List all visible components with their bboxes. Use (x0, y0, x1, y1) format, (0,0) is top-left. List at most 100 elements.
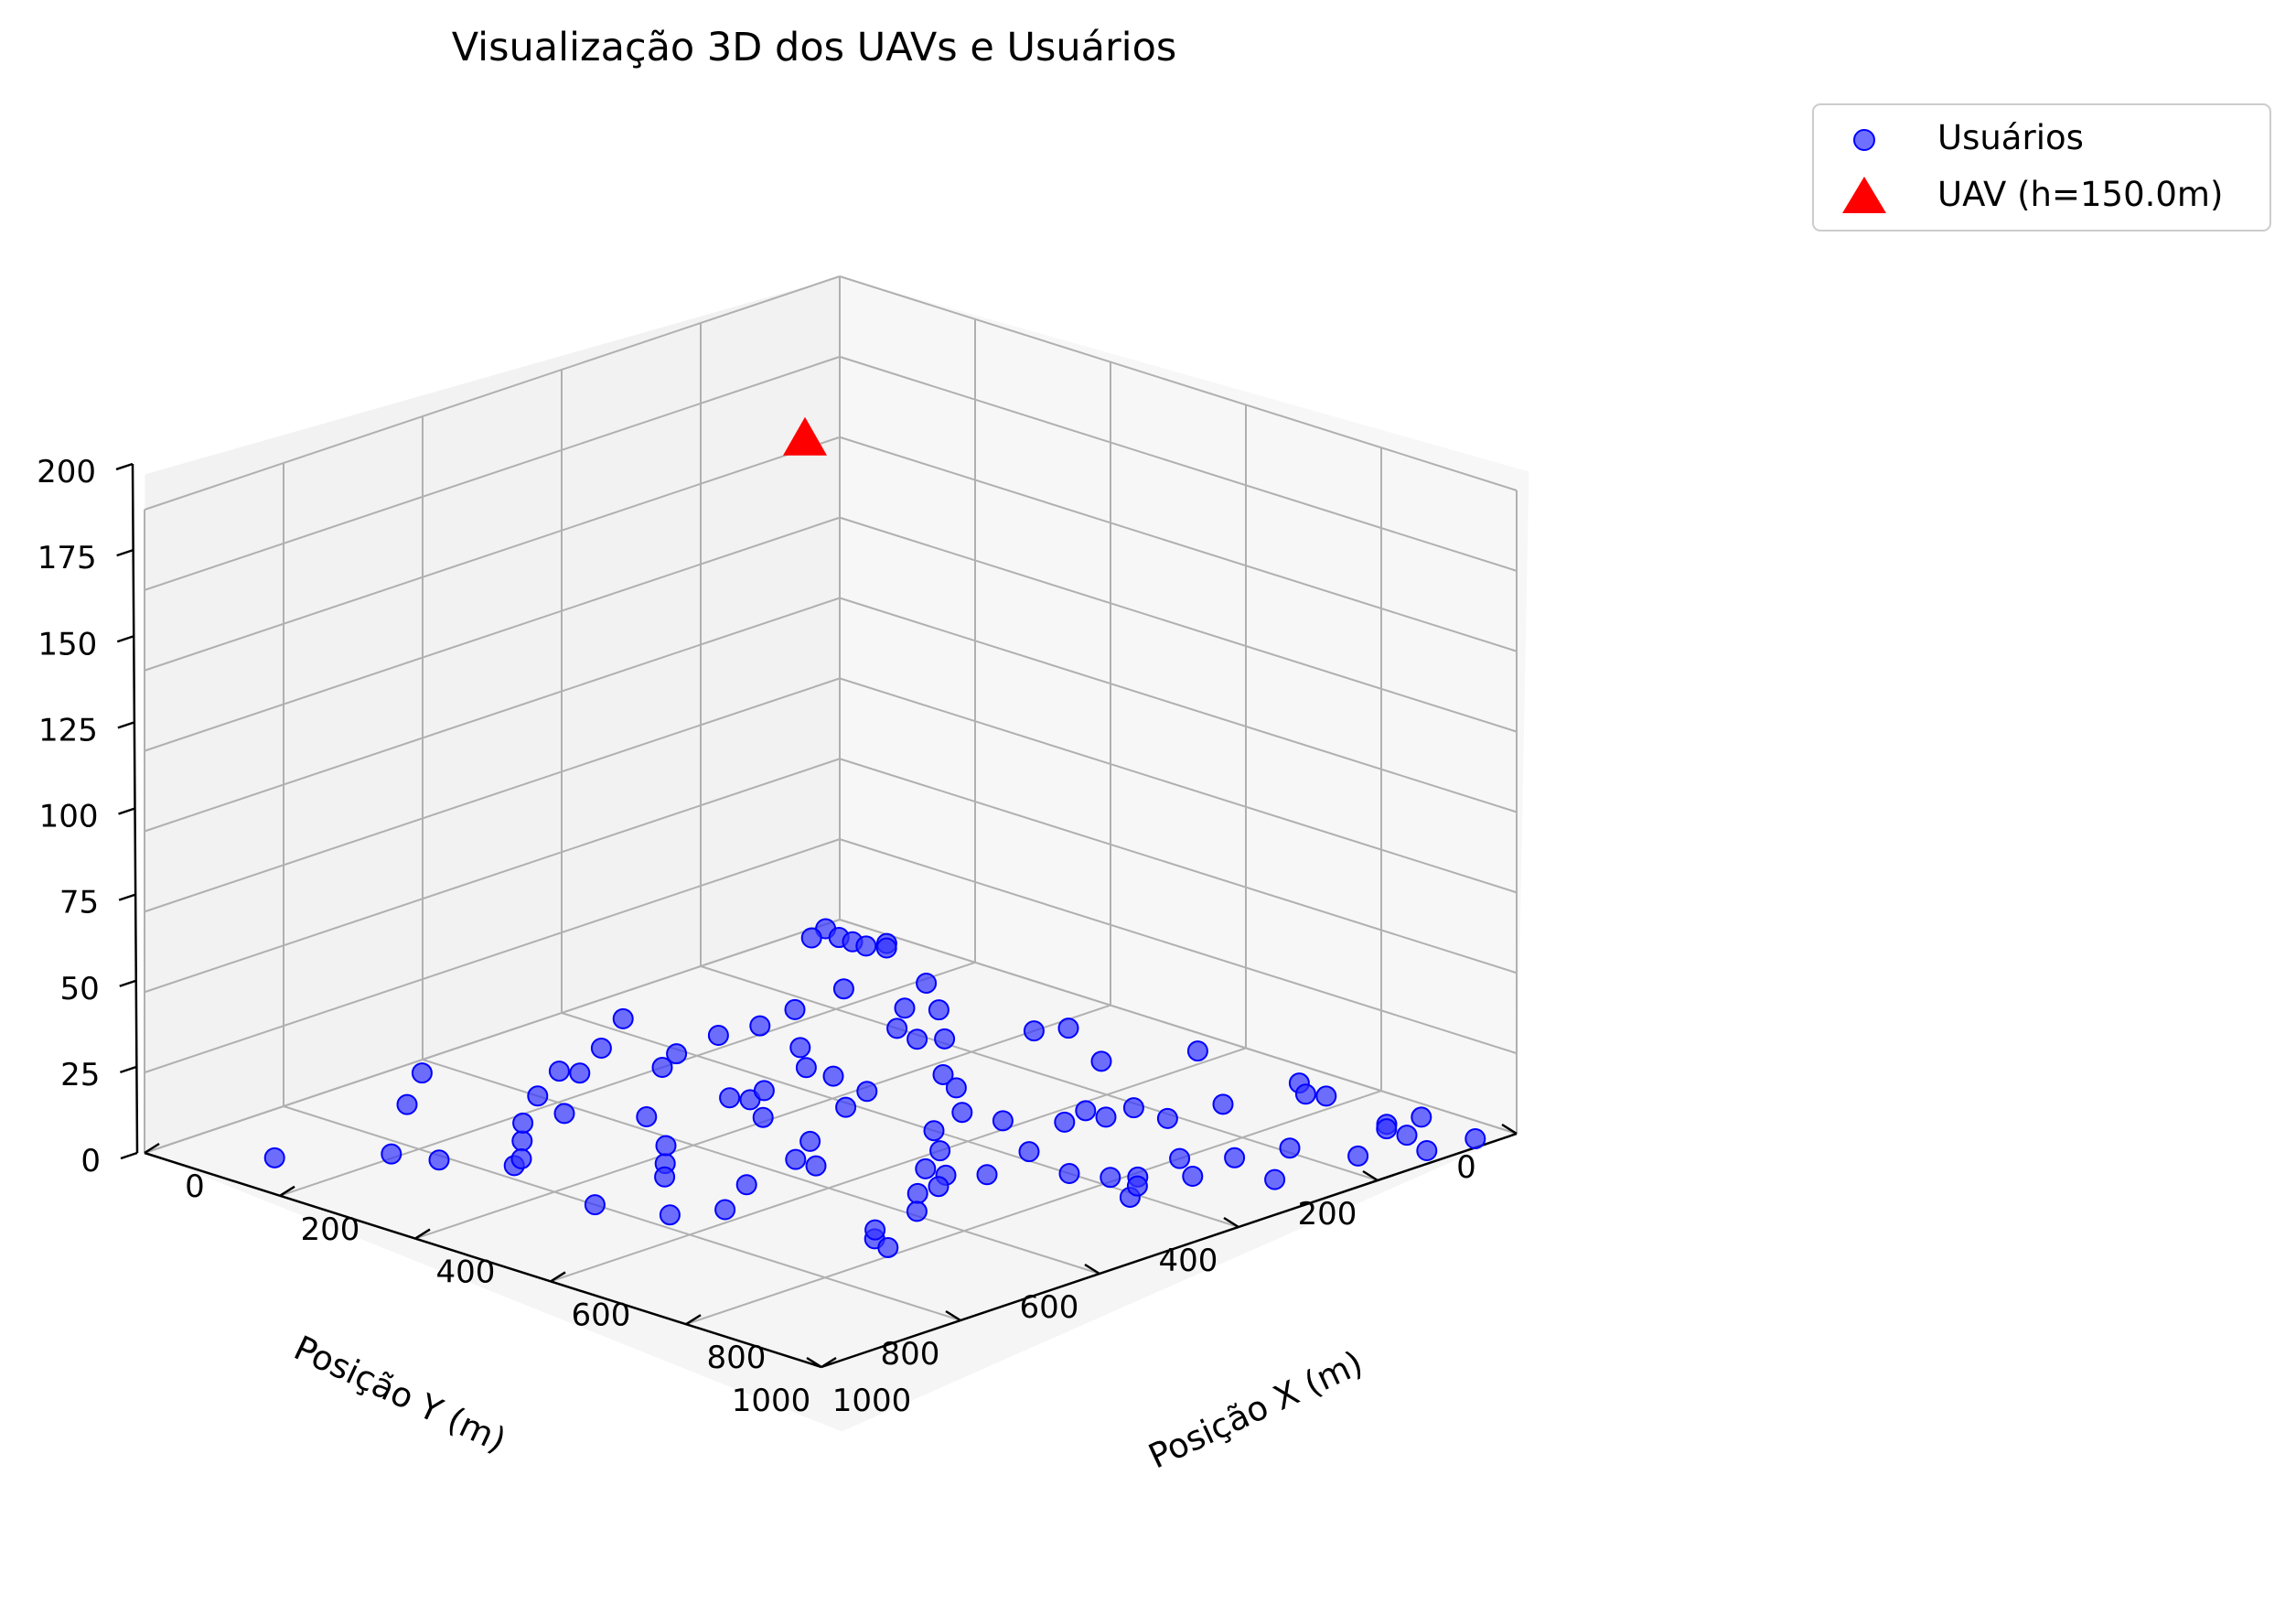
grid-line (144, 597, 841, 833)
z-tick (115, 462, 134, 471)
user-point (907, 1182, 928, 1204)
grid-line (839, 758, 1518, 974)
grid-line (144, 677, 841, 913)
user-point (799, 1130, 821, 1152)
z-tick (118, 893, 136, 901)
user-point (906, 1200, 928, 1222)
y-tick-label: 0 (1456, 1149, 1476, 1186)
user-point (749, 1015, 771, 1037)
y-tick (806, 1356, 822, 1369)
axes (115, 462, 1518, 1369)
user-point (428, 1149, 450, 1171)
user-point (894, 997, 916, 1019)
user-point (752, 1106, 774, 1128)
grid-line (144, 436, 841, 672)
tick-labels: 0 200 400 600 800 1000 0 200 400 600 800 1000 0 25 50 7… (37, 454, 1476, 1419)
y-tick-label: 1000 (732, 1383, 811, 1419)
z-tick-label: 100 (39, 799, 99, 835)
user-point (584, 1194, 606, 1216)
x-tick-label: 400 (436, 1254, 496, 1291)
scatter-points (263, 416, 1486, 1258)
legend-uav-label: UAV (h=150.0m) (1937, 175, 2223, 214)
user-point (1416, 1139, 1438, 1161)
x-tick (279, 1185, 295, 1197)
user-point (1376, 1118, 1398, 1140)
user-point (795, 1057, 817, 1079)
user-point (1057, 1017, 1079, 1039)
y-axis-label: Posição Y (m) (288, 1328, 512, 1460)
user-point (789, 1037, 811, 1059)
grid-line (839, 838, 1518, 1055)
user-point (612, 1007, 634, 1029)
grid-line (144, 919, 841, 1154)
user-point (381, 1143, 402, 1165)
user-point (1264, 1168, 1286, 1190)
uav-marker (783, 416, 827, 456)
user-point (1090, 1050, 1112, 1072)
z-tick (119, 1065, 137, 1074)
y-tick (945, 1309, 961, 1322)
user-point (907, 1028, 928, 1050)
z-tick (116, 635, 134, 643)
user-point (1396, 1125, 1418, 1147)
user-point (651, 1057, 673, 1079)
x-tick-label: 0 (185, 1168, 205, 1205)
x-tick (144, 1142, 160, 1155)
y-tick-label: 600 (1020, 1289, 1079, 1326)
user-point (1095, 1106, 1117, 1128)
y-tick-label: 200 (1298, 1196, 1357, 1233)
user-point (1075, 1100, 1097, 1122)
user-point (1182, 1166, 1204, 1187)
z-tick (117, 721, 135, 729)
user-point (510, 1147, 532, 1169)
legend: Usuários UAV (h=150.0m) (1812, 103, 2271, 231)
user-point (1279, 1137, 1301, 1159)
user-point (1315, 1085, 1337, 1107)
z-tick-label: 125 (38, 712, 98, 748)
z-tick-label: 0 (80, 1143, 101, 1179)
x-axis-label: Posição X (m) (1143, 1343, 1368, 1477)
user-point (934, 1028, 956, 1050)
user-point (886, 1017, 908, 1039)
grid-line (839, 275, 1518, 491)
user-point (864, 1219, 886, 1241)
grid-line (839, 919, 1518, 1135)
x-tick (821, 1356, 837, 1369)
user-point (945, 1077, 967, 1099)
z-tick-label: 150 (38, 626, 97, 662)
user-point (1224, 1147, 1246, 1168)
user-point (714, 1199, 736, 1221)
user-point (1347, 1145, 1369, 1167)
user-point (800, 927, 822, 949)
z-tick-label: 25 (60, 1057, 100, 1093)
user-point (396, 1093, 418, 1115)
x-tick (685, 1314, 702, 1326)
user-point (636, 1106, 658, 1128)
user-point (512, 1112, 534, 1134)
grid-line (283, 1105, 961, 1321)
legend-box (1812, 103, 2271, 231)
user-point (548, 1061, 570, 1082)
user-point (1023, 1020, 1045, 1042)
user-point (951, 1102, 973, 1124)
user-point (832, 978, 854, 1000)
y-tick-label: 400 (1159, 1243, 1218, 1279)
y-tick (1362, 1169, 1379, 1182)
user-point (1186, 1040, 1208, 1062)
user-point (1411, 1106, 1432, 1128)
user-point (1156, 1107, 1178, 1129)
user-point (992, 1110, 1014, 1132)
user-point (527, 1085, 549, 1107)
grid-line (839, 597, 1518, 813)
user-point (1126, 1175, 1148, 1197)
grid-line (144, 758, 841, 994)
user-point (1465, 1128, 1486, 1150)
user-point (923, 1120, 945, 1142)
user-point (1294, 1083, 1316, 1105)
grid-line (839, 516, 1518, 733)
z-tick-label: 75 (59, 885, 99, 921)
user-point (1054, 1111, 1076, 1133)
z-tick (118, 807, 135, 815)
y-tick (1223, 1216, 1239, 1229)
